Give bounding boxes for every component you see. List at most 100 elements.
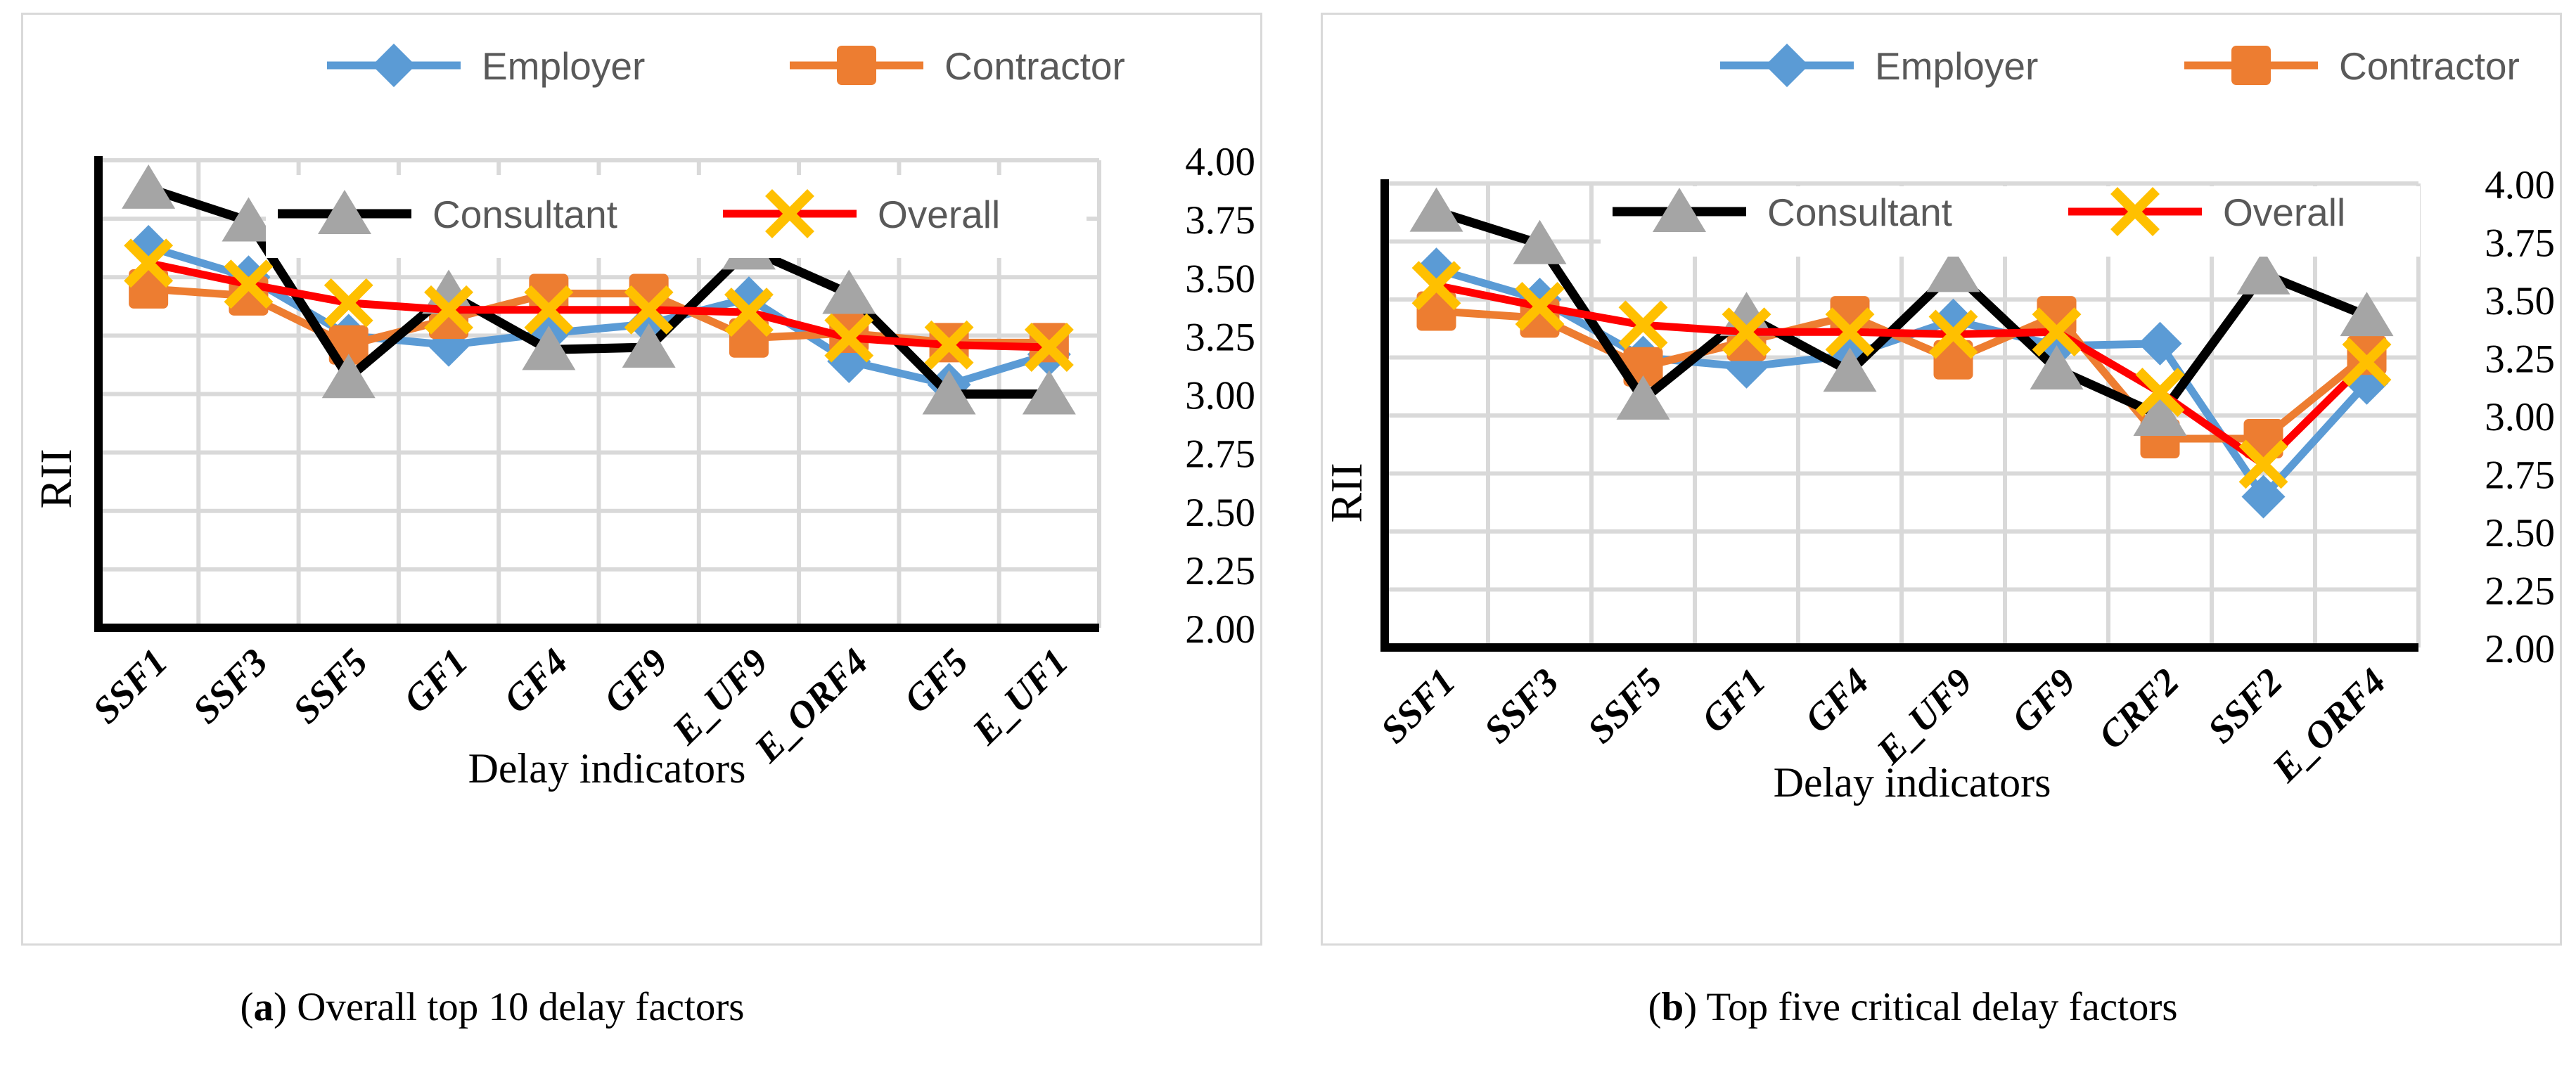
marker-consultant xyxy=(1616,375,1670,420)
y-tick-label: 3.00 xyxy=(1185,374,1255,418)
legend-marker-consultant xyxy=(1653,188,1706,232)
x-category-label: GF9 xyxy=(596,640,677,721)
marker-consultant xyxy=(1823,347,1877,392)
y-tick-label: 2.75 xyxy=(2485,453,2555,498)
marker-employer xyxy=(2138,321,2182,366)
marker-consultant xyxy=(222,197,276,242)
y-tick-label: 3.75 xyxy=(2485,221,2555,266)
marker-overall xyxy=(2135,368,2185,417)
y-tick-label: 2.00 xyxy=(1185,607,1255,652)
legend-marker-overall xyxy=(765,189,814,238)
marker-consultant xyxy=(922,370,976,415)
marker-consultant xyxy=(2133,392,2187,436)
legend-marker-employer xyxy=(1765,44,1809,87)
marker-consultant xyxy=(122,164,176,209)
y-tick-label: 2.50 xyxy=(2485,511,2555,555)
y-tick-label: 4.00 xyxy=(1185,140,1255,184)
marker-consultant xyxy=(2340,292,2394,337)
x-category-label: E_UF1 xyxy=(963,640,1076,753)
y-tick-label: 3.25 xyxy=(1185,315,1255,359)
marker-consultant xyxy=(2236,250,2290,295)
caption-a-text: ) Overall top 10 delay factors xyxy=(273,985,745,1029)
marker-consultant xyxy=(622,323,676,368)
legend-label-consultant: Consultant xyxy=(432,193,617,236)
marker-consultant xyxy=(1409,187,1463,232)
y-tick-label: 3.25 xyxy=(2485,337,2555,382)
legend-marker-contractor xyxy=(2231,46,2271,85)
caption-a: (a) Overall top 10 delay factors xyxy=(56,984,928,1040)
x-category-label: SSF3 xyxy=(1476,660,1567,751)
marker-overall xyxy=(924,320,974,370)
legend-marker-consultant xyxy=(318,190,371,234)
legend-label-overall: Overall xyxy=(878,193,1000,236)
marker-overall xyxy=(824,313,874,363)
x-category-label: GF4 xyxy=(1796,660,1877,741)
x-category-label: SSF1 xyxy=(1373,660,1463,751)
marker-overall xyxy=(524,285,574,335)
x-category-label: SSF3 xyxy=(184,640,275,731)
x-category-label: GF9 xyxy=(2003,660,2084,741)
caption-b: (b) Top five critical delay factors xyxy=(1428,984,2398,1040)
x-category-label: GF4 xyxy=(495,640,576,721)
marker-consultant xyxy=(822,269,876,314)
series-line-overall xyxy=(1433,281,2371,468)
y-tick-label: 2.00 xyxy=(2485,627,2555,671)
x-category-label: GF1 xyxy=(1693,660,1774,741)
y-tick-label: 2.25 xyxy=(1185,549,1255,593)
caption-a-prefix: ( xyxy=(240,985,254,1029)
legend-label-consultant: Consultant xyxy=(1767,191,1952,234)
x-category-label: GF5 xyxy=(895,640,976,721)
y-axis-title: RII xyxy=(31,449,81,508)
legend-marker-employer xyxy=(372,44,416,87)
marker-overall xyxy=(2342,337,2392,387)
y-tick-label: 3.75 xyxy=(1185,198,1255,243)
marker-overall xyxy=(1618,300,1668,350)
marker-overall xyxy=(2238,439,2288,489)
series-line-consultant xyxy=(1432,207,2371,420)
y-tick-label: 3.50 xyxy=(2485,279,2555,323)
marker-consultant xyxy=(1022,370,1076,415)
series-line-contractor xyxy=(1433,307,2371,443)
y-tick-label: 3.00 xyxy=(2485,395,2555,439)
y-axis-title: RII xyxy=(1323,463,1371,522)
y-tick-label: 2.75 xyxy=(1185,432,1255,477)
chart-a-svg: 4.00 3.75 3.50 3.25 3.00 2.75 2.50 2.25 2.00 SSF1… xyxy=(31,44,1255,792)
x-category-label: GF1 xyxy=(395,640,476,721)
marker-employer xyxy=(2241,475,2286,519)
legend-marker-contractor xyxy=(837,46,876,85)
x-category-label: SSF5 xyxy=(285,640,376,731)
x-category-label: SSF5 xyxy=(1579,660,1670,751)
legend-label-overall: Overall xyxy=(2223,191,2345,234)
chart-panel-a: 4.00 3.75 3.50 3.25 3.00 2.75 2.50 2.25 2.00 SSF1… xyxy=(21,13,1262,946)
marker-overall xyxy=(1411,261,1461,311)
y-tick-label: 4.00 xyxy=(2485,163,2555,207)
caption-b-prefix: ( xyxy=(1648,985,1662,1029)
x-axis-title: Delay indicators xyxy=(468,745,746,792)
legend-label-employer: Employer xyxy=(1875,44,2038,88)
y-tick-label: 2.25 xyxy=(2485,569,2555,614)
legend-label-contractor: Contractor xyxy=(944,44,1125,88)
marker-contractor xyxy=(2347,335,2387,375)
legend-marker-overall xyxy=(2110,187,2160,236)
x-category-label: CRF2 xyxy=(2090,660,2187,757)
legend-label-employer: Employer xyxy=(482,44,645,88)
marker-overall xyxy=(1722,307,1771,357)
marker-overall xyxy=(224,259,274,309)
marker-consultant xyxy=(522,325,576,370)
marker-overall xyxy=(2032,307,2082,357)
y-tick-label: 3.50 xyxy=(1185,257,1255,301)
series-line-overall xyxy=(144,259,1053,352)
marker-consultant xyxy=(321,354,376,399)
marker-consultant xyxy=(1513,219,1567,264)
caption-b-letter: b xyxy=(1661,985,1684,1029)
marker-overall xyxy=(1515,281,1565,331)
marker-overall xyxy=(1825,307,1875,357)
x-category-label: E_ORF4 xyxy=(2264,660,2394,790)
y-tick-label: 2.50 xyxy=(1185,491,1255,535)
marker-overall xyxy=(424,285,473,335)
marker-employer xyxy=(726,276,771,321)
marker-consultant xyxy=(1926,247,1980,292)
marker-overall xyxy=(724,288,774,337)
legend-label-contractor: Contractor xyxy=(2339,44,2520,88)
x-category-label: SSF2 xyxy=(2200,660,2290,751)
